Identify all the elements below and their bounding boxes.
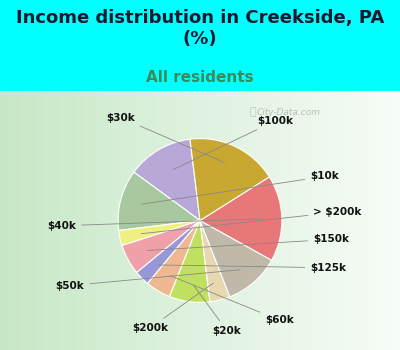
Wedge shape (134, 139, 200, 220)
Wedge shape (148, 220, 200, 296)
Wedge shape (137, 220, 200, 284)
Text: Income distribution in Creekside, PA
(%): Income distribution in Creekside, PA (%) (16, 9, 384, 48)
Wedge shape (200, 220, 230, 302)
Text: All residents: All residents (146, 70, 254, 85)
Text: $60k: $60k (170, 276, 294, 325)
Text: $150k: $150k (148, 234, 350, 251)
Text: $200k: $200k (132, 283, 213, 332)
Text: $125k: $125k (158, 263, 346, 273)
Wedge shape (170, 220, 210, 302)
Wedge shape (200, 177, 282, 260)
Text: $30k: $30k (106, 113, 224, 162)
Text: $10k: $10k (142, 172, 339, 204)
Text: > $200k: > $200k (141, 207, 362, 234)
Text: ⦿: ⦿ (250, 107, 256, 117)
Text: $40k: $40k (47, 219, 262, 231)
Text: $100k: $100k (173, 116, 294, 169)
Text: $20k: $20k (194, 285, 241, 336)
Text: City-Data.com: City-Data.com (256, 108, 320, 117)
Wedge shape (118, 172, 200, 231)
Wedge shape (122, 220, 200, 273)
Wedge shape (200, 220, 272, 297)
Text: $50k: $50k (56, 270, 240, 290)
Wedge shape (119, 220, 200, 246)
Wedge shape (190, 139, 269, 220)
